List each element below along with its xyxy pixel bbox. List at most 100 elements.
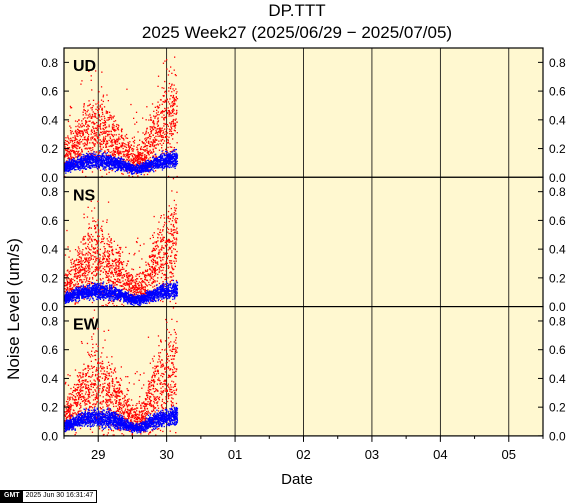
data-point <box>70 127 71 128</box>
data-point <box>126 89 127 90</box>
data-point <box>176 228 177 229</box>
data-point <box>150 129 151 130</box>
y-tick-label: 0.8 <box>41 56 58 70</box>
data-point <box>69 170 70 171</box>
data-point <box>171 113 172 114</box>
data-point <box>116 265 117 266</box>
data-point <box>88 272 89 273</box>
data-point <box>156 131 157 132</box>
data-point <box>161 247 162 248</box>
data-point <box>97 258 98 259</box>
data-point <box>92 149 93 150</box>
data-point <box>121 135 122 136</box>
data-point <box>104 252 105 253</box>
data-point <box>122 262 123 263</box>
data-point <box>163 167 164 168</box>
data-point <box>169 153 170 154</box>
data-point <box>172 106 173 107</box>
data-point <box>142 152 143 153</box>
data-point <box>147 285 148 286</box>
data-point <box>103 101 104 102</box>
data-point <box>128 161 129 162</box>
data-point <box>84 275 85 276</box>
data-point <box>131 153 132 154</box>
data-point <box>153 122 154 123</box>
data-point <box>91 267 92 268</box>
data-point <box>96 156 97 157</box>
data-point <box>157 167 158 168</box>
data-point <box>79 159 80 160</box>
data-point <box>100 242 101 243</box>
data-point <box>174 149 175 150</box>
data-point <box>137 152 138 153</box>
data-point <box>160 217 161 218</box>
data-point <box>156 241 157 242</box>
data-point <box>83 134 84 135</box>
data-point <box>66 141 67 142</box>
data-point <box>146 170 147 171</box>
data-point <box>150 285 151 286</box>
data-point <box>153 120 154 121</box>
data-point <box>95 232 96 233</box>
data-point <box>69 284 70 285</box>
data-point <box>166 128 167 129</box>
data-point <box>97 106 98 107</box>
data-point <box>111 140 112 141</box>
data-point <box>143 160 144 161</box>
data-point <box>129 141 130 142</box>
data-point <box>116 284 117 285</box>
data-point <box>172 138 173 139</box>
data-point <box>87 159 88 160</box>
data-point <box>165 149 166 150</box>
data-point <box>150 141 151 142</box>
data-point <box>142 118 143 119</box>
data-point <box>103 95 104 96</box>
data-point <box>130 154 131 155</box>
data-point <box>88 136 89 137</box>
data-point <box>99 259 100 260</box>
data-point <box>77 276 78 277</box>
data-point <box>73 143 74 144</box>
data-point <box>118 267 119 268</box>
data-point <box>137 131 138 132</box>
data-point <box>109 255 110 256</box>
data-point <box>165 163 166 164</box>
data-point <box>74 142 75 143</box>
data-point <box>116 262 117 263</box>
data-point <box>149 255 150 256</box>
data-point <box>81 136 82 137</box>
data-point <box>70 138 71 139</box>
data-point <box>118 147 119 148</box>
data-point <box>106 163 107 164</box>
data-point <box>176 192 177 193</box>
data-point <box>166 223 167 224</box>
data-point <box>155 147 156 148</box>
data-point <box>103 262 104 263</box>
data-point <box>140 148 141 149</box>
data-point <box>88 165 89 166</box>
data-point <box>136 274 137 275</box>
data-point <box>141 174 142 175</box>
data-point <box>155 170 156 171</box>
data-point <box>142 141 143 142</box>
data-point <box>130 165 131 166</box>
data-point <box>124 170 125 171</box>
data-point <box>162 265 163 266</box>
data-point <box>137 170 138 171</box>
data-point <box>168 153 169 154</box>
data-point <box>171 250 172 251</box>
data-point <box>119 164 120 165</box>
data-point <box>104 118 105 119</box>
data-point <box>81 80 82 81</box>
data-point <box>81 120 82 121</box>
data-point <box>96 280 97 281</box>
data-point <box>121 173 122 174</box>
data-point <box>83 168 84 169</box>
data-point <box>86 114 87 115</box>
data-point <box>93 151 94 152</box>
data-point <box>150 150 151 151</box>
data-point <box>80 168 81 169</box>
data-point <box>95 158 96 159</box>
data-point <box>116 124 117 125</box>
data-point <box>97 253 98 254</box>
